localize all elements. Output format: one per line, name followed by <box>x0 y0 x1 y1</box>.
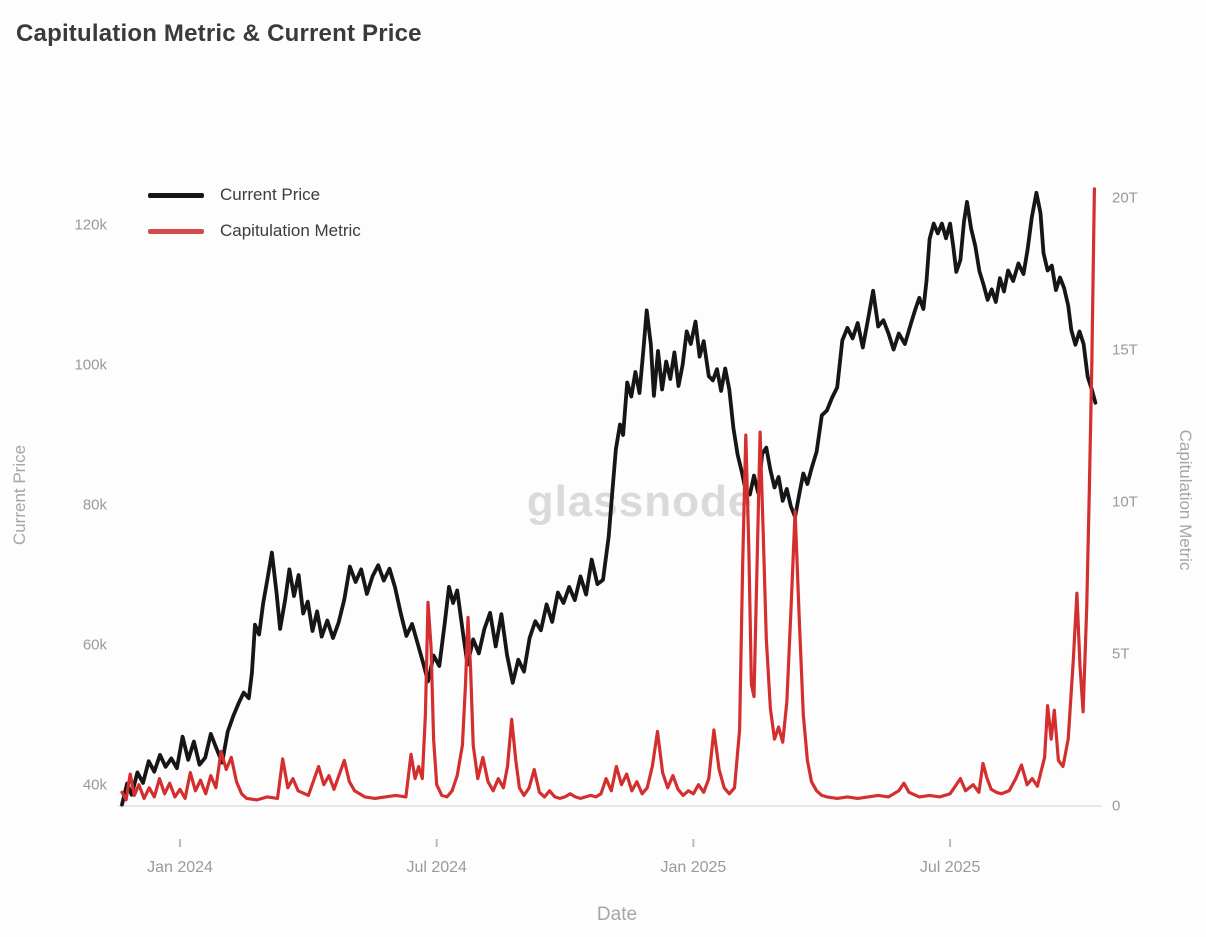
x-tick-marks <box>179 839 952 847</box>
current-price-line-series <box>120 190 1098 807</box>
capitulation-metric-line-series <box>120 187 1097 802</box>
chart-title: Capitulation Metric & Current Price <box>16 20 422 47</box>
x-tick-label: Jul 2025 <box>919 859 981 876</box>
left-axis-title: Current Price <box>10 444 29 546</box>
legend-item-current-price[interactable]: Current Price <box>148 185 361 205</box>
legend-swatch-current-price <box>148 192 204 198</box>
right-tick-label: 5T <box>1112 645 1130 663</box>
left-tick-label: 120k <box>74 216 107 234</box>
legend-label-current-price: Current Price <box>220 185 321 204</box>
left-tick-label: 100k <box>74 356 107 374</box>
right-tick-label: 15T <box>1112 341 1138 359</box>
right-axis-title: Capitulation Metric <box>1176 429 1195 571</box>
glassnode-watermark: glassnode <box>526 477 754 526</box>
x-tick-label: Jan 2025 <box>660 859 727 876</box>
legend-swatch-capitulation-metric <box>148 228 204 234</box>
legend-item-capitulation-metric[interactable]: Capitulation Metric <box>148 221 361 241</box>
right-tick-label: 20T <box>1112 189 1138 207</box>
legend-label-capitulation-metric: Capitulation Metric <box>220 221 361 240</box>
legend: Current Price Capitulation Metric <box>148 185 361 241</box>
left-tick-label: 40k <box>82 776 107 794</box>
left-tick-label: 60k <box>82 636 107 654</box>
left-tick-label: 80k <box>82 496 107 514</box>
right-tick-label: 0 <box>1112 797 1121 815</box>
right-tick-label: 10T <box>1112 493 1138 511</box>
x-tick-label: Jul 2024 <box>406 859 467 876</box>
x-axis-title: Date <box>596 904 638 925</box>
x-tick-label: Jan 2024 <box>147 859 213 876</box>
